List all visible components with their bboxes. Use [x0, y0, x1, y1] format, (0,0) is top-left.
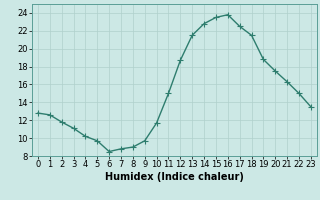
X-axis label: Humidex (Indice chaleur): Humidex (Indice chaleur) [105, 172, 244, 182]
